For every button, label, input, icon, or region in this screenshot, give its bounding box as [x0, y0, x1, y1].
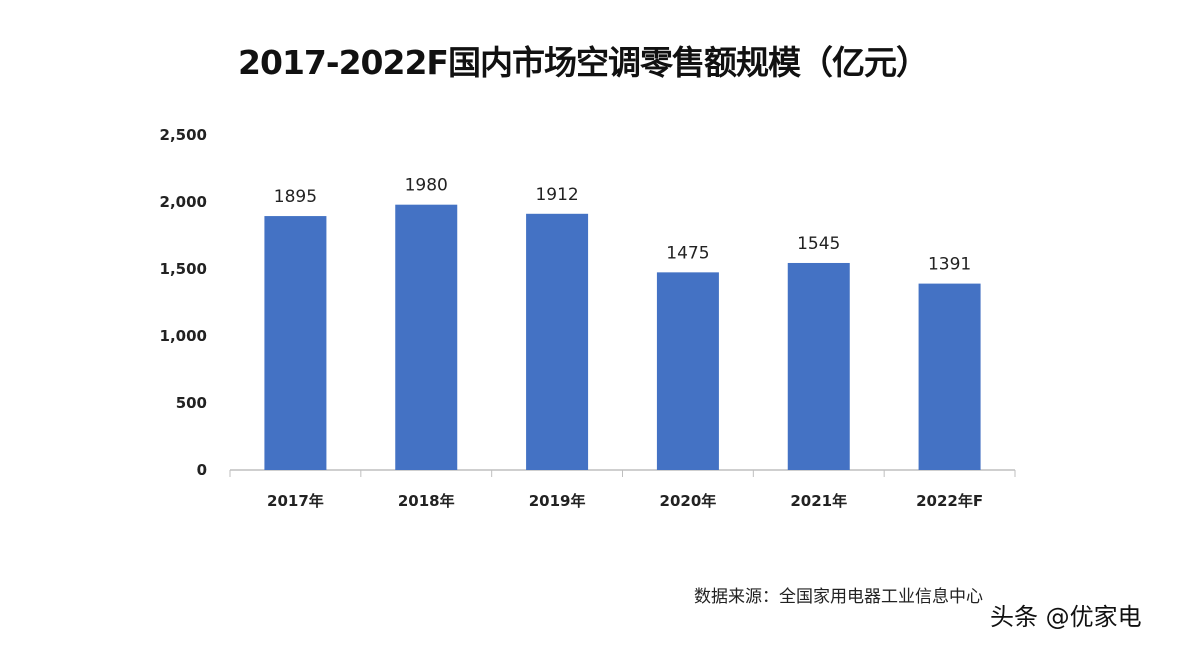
bar-2019年 [526, 213, 589, 471]
x-tick-label: 2021年 [790, 492, 847, 510]
y-tick-label: 0 [197, 461, 207, 479]
y-tick-label: 500 [176, 394, 207, 412]
bar-2017年 [264, 216, 327, 470]
y-tick-label: 1,000 [160, 327, 207, 345]
y-tick-label: 2,000 [160, 193, 207, 211]
data-label: 1980 [405, 176, 448, 196]
x-tick-label: 2017年 [267, 492, 324, 510]
bar-2021年 [787, 262, 850, 470]
x-tick-label: 2022年F [916, 492, 983, 510]
data-label: 1391 [928, 255, 971, 275]
data-label: 1475 [666, 243, 709, 263]
watermark: 头条 @优家电 [990, 603, 1142, 631]
chart-title: 2017-2022F国内市场空调零售额规模（亿元） [238, 43, 929, 82]
x-tick-label: 2018年 [398, 492, 455, 510]
data-label: 1895 [274, 187, 317, 207]
bar-2022年F [918, 283, 981, 470]
bar-2018年 [395, 204, 458, 470]
x-tick-label: 2020年 [660, 492, 717, 510]
y-tick-label: 1,500 [160, 260, 207, 278]
data-label: 1912 [535, 185, 578, 205]
source-note: 数据来源：全国家用电器工业信息中心 [694, 587, 983, 607]
y-tick-label: 2,500 [160, 126, 207, 144]
data-label: 1545 [797, 234, 840, 254]
x-tick-label: 2019年 [529, 492, 586, 510]
bar-2020年 [656, 272, 719, 470]
